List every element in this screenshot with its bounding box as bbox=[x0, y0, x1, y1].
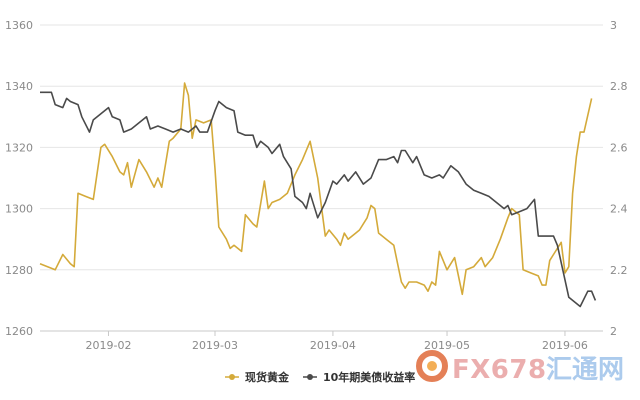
left-tick-label: 1300 bbox=[5, 203, 33, 216]
legend-item-gold[interactable]: 现货黄金 bbox=[225, 370, 290, 384]
right-tick-label: 2.4 bbox=[610, 203, 628, 216]
legend-label-yield: 10年期美债收益率 bbox=[323, 370, 415, 384]
left-tick-label: 1260 bbox=[5, 325, 33, 338]
legend: 现货黄金 10年期美债收益率 bbox=[225, 370, 415, 384]
series-lines bbox=[39, 82, 597, 308]
watermark-logo: FX678 汇通网 bbox=[416, 350, 624, 385]
series-line-yield bbox=[40, 91, 597, 308]
x-tick-label: 2019-04 bbox=[310, 339, 356, 352]
left-tick-label: 1320 bbox=[5, 141, 33, 154]
left-tick-label: 1280 bbox=[5, 264, 33, 277]
series-line-gold bbox=[39, 82, 593, 296]
x-axis: 2019-02 2019-03 2019-04 2019-05 2019-06 bbox=[40, 330, 603, 352]
logo-ring-icon bbox=[416, 350, 448, 382]
x-tick-label: 2019-03 bbox=[192, 339, 238, 352]
grid-lines bbox=[40, 24, 603, 332]
right-tick-label: 2.2 bbox=[610, 264, 628, 277]
left-tick-label: 1360 bbox=[5, 19, 33, 32]
right-tick-label: 2 bbox=[610, 325, 617, 338]
x-tick-label: 2019-05 bbox=[424, 339, 470, 352]
legend-label-gold: 现货黄金 bbox=[245, 370, 290, 384]
left-axis-ticks: 1260 1280 1300 1320 1340 1360 bbox=[5, 19, 33, 338]
left-tick-label: 1340 bbox=[5, 80, 33, 93]
right-tick-label: 3 bbox=[610, 19, 617, 32]
legend-item-yield[interactable]: 10年期美债收益率 bbox=[303, 370, 415, 384]
right-axis-ticks: 2 2.2 2.4 2.6 2.8 3 bbox=[610, 19, 628, 338]
svg-text:FX678: FX678 bbox=[452, 355, 547, 385]
svg-text:汇通网: 汇通网 bbox=[546, 355, 624, 385]
x-tick-label: 2019-02 bbox=[85, 339, 131, 352]
x-tick-label: 2019-06 bbox=[542, 339, 588, 352]
right-tick-label: 2.6 bbox=[610, 141, 628, 154]
right-tick-label: 2.8 bbox=[610, 80, 628, 93]
